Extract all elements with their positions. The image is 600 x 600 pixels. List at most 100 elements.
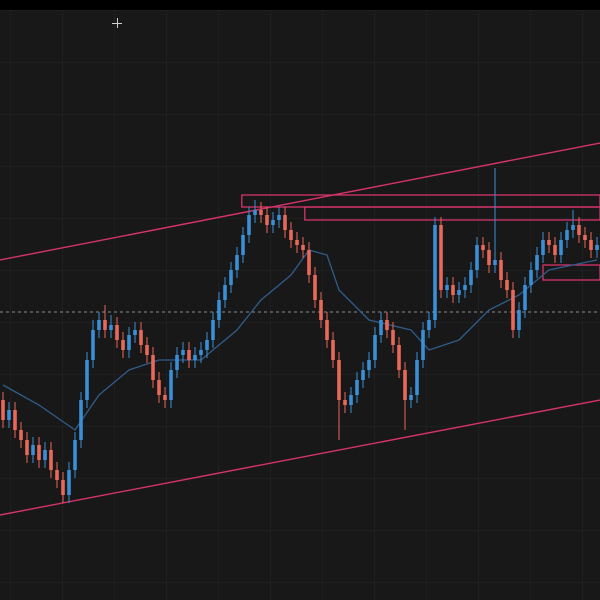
candle-body bbox=[373, 335, 377, 360]
candle-body bbox=[535, 255, 539, 270]
candle-body bbox=[121, 340, 125, 350]
candle-body bbox=[553, 245, 557, 255]
candle-body bbox=[235, 255, 239, 270]
candle-body bbox=[331, 340, 335, 360]
candle-body bbox=[409, 395, 413, 400]
candle-body bbox=[43, 450, 47, 460]
candle-body bbox=[199, 350, 203, 355]
candle-body bbox=[469, 270, 473, 285]
candle-body bbox=[67, 470, 71, 495]
candle-body bbox=[565, 230, 569, 240]
candle-body bbox=[547, 240, 551, 245]
grid bbox=[0, 10, 600, 600]
candle-body bbox=[523, 285, 527, 310]
candle-body bbox=[7, 410, 11, 420]
candle-body bbox=[283, 215, 287, 230]
candle-body bbox=[61, 480, 65, 495]
candle-body bbox=[187, 350, 191, 360]
candle-body bbox=[397, 345, 401, 370]
candle-body bbox=[559, 240, 563, 255]
candle-body bbox=[193, 355, 197, 360]
candle-body bbox=[349, 395, 353, 405]
candle-body bbox=[91, 330, 95, 360]
candle-body bbox=[97, 320, 101, 330]
candle-body bbox=[433, 225, 437, 320]
candle-body bbox=[223, 285, 227, 300]
candle-body bbox=[151, 355, 155, 380]
candle-body bbox=[103, 320, 107, 330]
candle-body bbox=[337, 360, 341, 400]
candle-body bbox=[79, 400, 83, 440]
candle-body bbox=[499, 260, 503, 280]
candle-body bbox=[415, 360, 419, 395]
candle-body bbox=[277, 215, 281, 220]
candle-body bbox=[595, 245, 599, 250]
candle-body bbox=[457, 290, 461, 295]
candle-body bbox=[385, 320, 389, 330]
candle-body bbox=[583, 235, 587, 240]
candle-body bbox=[73, 440, 77, 470]
candle-body bbox=[325, 320, 329, 340]
candle-body bbox=[133, 330, 137, 335]
candle-body bbox=[343, 400, 347, 405]
candle-body bbox=[229, 270, 233, 285]
candle-body bbox=[589, 240, 593, 250]
candle-body bbox=[265, 215, 269, 225]
candle-body bbox=[463, 285, 467, 290]
candle-body bbox=[487, 250, 491, 265]
candle-body bbox=[295, 240, 299, 245]
candle-body bbox=[139, 330, 143, 345]
crosshair-cursor bbox=[112, 18, 122, 28]
candle-body bbox=[1, 400, 5, 420]
candle-body bbox=[421, 330, 425, 360]
candle-body bbox=[379, 320, 383, 335]
candle-body bbox=[445, 285, 449, 290]
candle-body bbox=[253, 210, 257, 215]
header-bar bbox=[0, 0, 600, 10]
candle-body bbox=[451, 285, 455, 295]
candle-body bbox=[529, 270, 533, 285]
candle-body bbox=[241, 235, 245, 255]
candle-body bbox=[25, 440, 29, 455]
candle-body bbox=[355, 380, 359, 395]
candle-body bbox=[289, 230, 293, 240]
candle-body bbox=[181, 350, 185, 355]
candle-body bbox=[115, 325, 119, 340]
candle-body bbox=[517, 310, 521, 330]
price-zone bbox=[304, 206, 600, 221]
candle-body bbox=[307, 250, 311, 275]
candle-body bbox=[361, 370, 365, 380]
candle-body bbox=[49, 450, 53, 470]
candle-body bbox=[313, 275, 317, 300]
candle-body bbox=[247, 215, 251, 235]
candle-body bbox=[217, 300, 221, 320]
candle-body bbox=[205, 340, 209, 350]
candle-body bbox=[157, 380, 161, 395]
candle-body bbox=[427, 320, 431, 330]
candle-body bbox=[391, 330, 395, 345]
candle-body bbox=[319, 300, 323, 320]
candle-body bbox=[439, 225, 443, 290]
candle-body bbox=[475, 245, 479, 270]
candle-body bbox=[85, 360, 89, 400]
candle-body bbox=[13, 410, 17, 430]
candle-body bbox=[367, 360, 371, 370]
candle-body bbox=[109, 325, 113, 330]
candle-body bbox=[259, 210, 263, 215]
candle-body bbox=[37, 445, 41, 460]
candle-body bbox=[403, 370, 407, 400]
candle-body bbox=[127, 335, 131, 350]
candle-body bbox=[163, 395, 167, 400]
candle-body bbox=[211, 320, 215, 340]
candle-body bbox=[511, 290, 515, 330]
candle-body bbox=[505, 280, 509, 290]
candle-body bbox=[541, 240, 545, 255]
candle-body bbox=[271, 220, 275, 225]
candle-body bbox=[145, 345, 149, 355]
candle-body bbox=[175, 355, 179, 370]
candle-body bbox=[19, 430, 23, 440]
candle-body bbox=[481, 245, 485, 250]
trendline bbox=[0, 399, 600, 516]
